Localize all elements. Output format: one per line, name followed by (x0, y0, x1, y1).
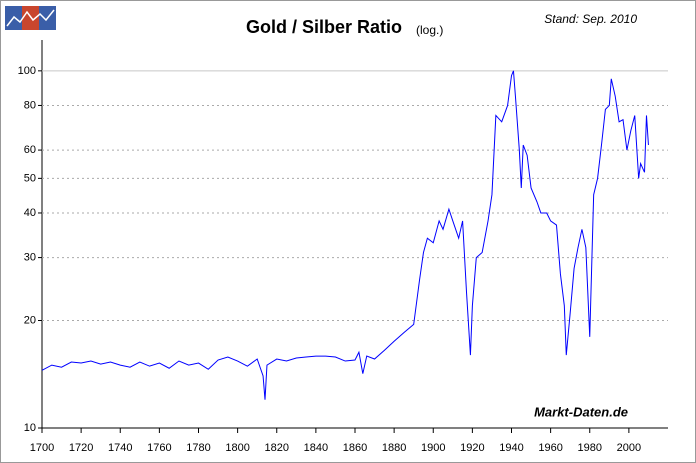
y-tick-label: 40 (24, 207, 36, 219)
x-tick-label: 1820 (265, 442, 289, 454)
x-tick-label: 1940 (499, 442, 523, 454)
title-note: (log.) (416, 23, 443, 37)
x-tick-label: 1960 (538, 442, 562, 454)
x-tick-label: 1880 (382, 442, 406, 454)
x-tick-label: 1760 (147, 442, 171, 454)
x-tick-label: 1900 (421, 442, 445, 454)
x-tick-label: 1780 (186, 442, 210, 454)
y-tick-label: 10 (24, 422, 36, 434)
y-tick-label: 60 (24, 144, 36, 156)
x-tick-label: 1980 (578, 442, 602, 454)
x-tick-label: 1700 (30, 442, 54, 454)
source: Markt-Daten.de (534, 404, 628, 419)
y-tick-label: 20 (24, 314, 36, 326)
x-tick-label: 1800 (225, 442, 249, 454)
subtitle: Stand: Sep. 2010 (544, 12, 637, 26)
x-tick-label: 1720 (69, 442, 93, 454)
y-tick-label: 80 (24, 99, 36, 111)
chart-title: Gold / Silber Ratio (246, 17, 402, 37)
y-tick-label: 50 (24, 172, 36, 184)
y-tick-label: 100 (18, 65, 36, 77)
x-tick-label: 1740 (108, 442, 132, 454)
x-tick-label: 1860 (343, 442, 367, 454)
x-tick-label: 2000 (617, 442, 641, 454)
line-series (41, 70, 649, 400)
x-tick-label: 1840 (304, 442, 328, 454)
y-tick-label: 30 (24, 251, 36, 263)
x-tick-label: 1920 (460, 442, 484, 454)
logo (5, 6, 56, 30)
